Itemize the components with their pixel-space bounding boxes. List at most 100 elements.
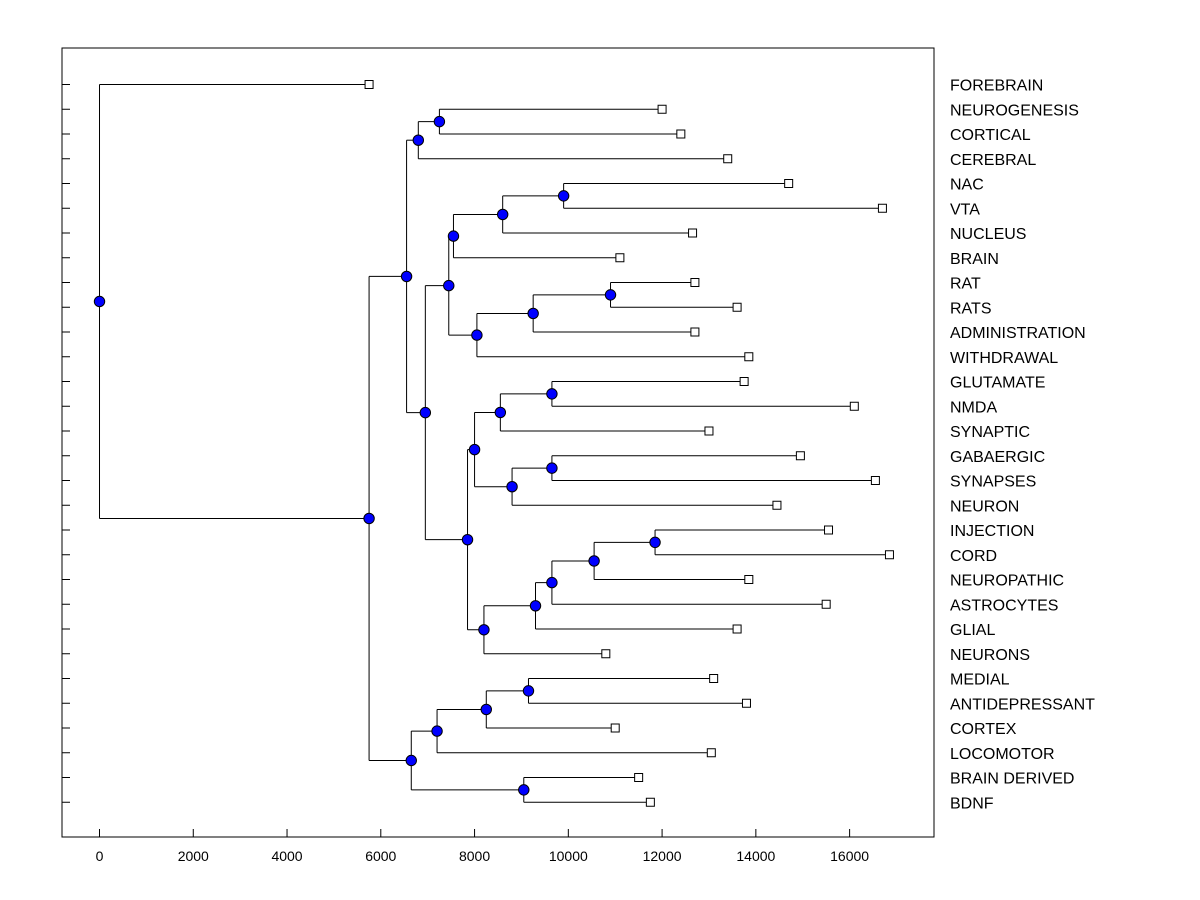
leaf-marker bbox=[690, 278, 700, 287]
merge-node bbox=[478, 624, 490, 636]
x-tick-label: 14000 bbox=[736, 848, 775, 864]
leaf-marker bbox=[849, 401, 859, 411]
merge-node bbox=[527, 307, 539, 320]
leaf-label: MEDIAL bbox=[950, 672, 1010, 689]
merge-node bbox=[518, 784, 530, 796]
merge-node bbox=[604, 289, 617, 301]
x-tick-label: 2000 bbox=[178, 848, 209, 864]
merge-node bbox=[419, 406, 432, 419]
x-tick-label: 16000 bbox=[830, 848, 869, 864]
leaf-marker bbox=[824, 525, 834, 535]
leaf-label: ANTIDEPRESSANT bbox=[950, 696, 1095, 713]
leaf-label: GLIAL bbox=[950, 622, 995, 639]
leaf-label: NUCLEUS bbox=[950, 226, 1026, 243]
leaf-label: RATS bbox=[950, 300, 991, 317]
leaf-marker bbox=[744, 575, 754, 584]
x-axis: 0 2000 4000 6000 8000 10000 12000 14000 16000 bbox=[96, 829, 869, 864]
x-tick-label: 6000 bbox=[365, 848, 396, 864]
leaf-marker bbox=[732, 624, 742, 634]
leaf-label: SYNAPTIC bbox=[950, 424, 1030, 441]
merge-node bbox=[522, 685, 535, 697]
plot-frame bbox=[61, 47, 935, 838]
merge-node bbox=[557, 190, 570, 202]
leaf-marker bbox=[784, 179, 794, 188]
leaf-marker bbox=[739, 377, 749, 386]
merge-node bbox=[447, 230, 460, 242]
leaf-label: INJECTION bbox=[950, 523, 1034, 540]
leaf-label: NAC bbox=[950, 177, 984, 194]
merge-node bbox=[588, 555, 600, 567]
leaf-marker bbox=[676, 129, 686, 139]
merge-node bbox=[443, 279, 455, 292]
leaf-marker bbox=[706, 748, 716, 758]
leaf-label: GLUTAMATE bbox=[950, 375, 1045, 392]
x-tick-label: 4000 bbox=[271, 848, 302, 864]
merge-node bbox=[405, 754, 417, 767]
leaf-label: RAT bbox=[950, 276, 981, 293]
leaf-label: CORTICAL bbox=[950, 127, 1031, 144]
leaf-marker bbox=[634, 773, 644, 782]
leaf-marker bbox=[744, 352, 754, 362]
leaf-label: NEUROPATHIC bbox=[950, 573, 1064, 590]
leaf-marker bbox=[884, 550, 894, 560]
leaf-label: NEUROGENESIS bbox=[950, 102, 1079, 119]
merge-node bbox=[496, 208, 509, 221]
leaf-label: CORTEX bbox=[950, 721, 1017, 738]
merge-node bbox=[480, 703, 492, 716]
leaf-marker bbox=[615, 253, 625, 263]
leaf-label: BRAIN DERIVED bbox=[950, 771, 1074, 788]
leaf-marker bbox=[690, 327, 700, 337]
merge-node bbox=[412, 134, 425, 146]
merge-node bbox=[529, 600, 542, 612]
leaf-marker bbox=[723, 154, 733, 164]
leaf-label: NEURON bbox=[950, 498, 1019, 515]
leaf-marker bbox=[877, 203, 887, 213]
leaf-label: ASTROCYTES bbox=[950, 597, 1058, 614]
merge-node bbox=[494, 406, 507, 419]
leaf-marker bbox=[821, 599, 831, 609]
leaf-marker bbox=[741, 698, 751, 708]
leaf-marker bbox=[704, 426, 714, 436]
leaf-label: GABAERGIC bbox=[950, 449, 1045, 466]
x-tick-label: 12000 bbox=[643, 848, 682, 864]
merge-node bbox=[546, 388, 558, 400]
leaf-label: FOREBRAIN bbox=[950, 78, 1043, 95]
leaf-label: CEREBRAL bbox=[950, 152, 1036, 169]
leaf-label: NEURONS bbox=[950, 647, 1030, 664]
leaf-label: BRAIN bbox=[950, 251, 999, 268]
leaf-marker bbox=[645, 797, 655, 807]
merge-nodes bbox=[93, 115, 661, 796]
leaf-marker bbox=[601, 649, 611, 659]
merge-node bbox=[546, 576, 558, 589]
leaf-marker bbox=[795, 451, 805, 461]
x-tick-label: 8000 bbox=[459, 848, 490, 864]
leaf-label: NMDA bbox=[950, 399, 997, 416]
merge-node bbox=[93, 295, 106, 308]
merge-node bbox=[471, 329, 483, 341]
merge-node bbox=[468, 443, 481, 456]
x-tick-label: 10000 bbox=[549, 848, 588, 864]
leaf-marker bbox=[610, 723, 620, 733]
leaf-label: WITHDRAWAL bbox=[950, 350, 1058, 367]
leaf-label: SYNAPSES bbox=[950, 474, 1036, 491]
leaf-marker bbox=[364, 80, 374, 89]
leaf-marker bbox=[688, 228, 698, 238]
merge-node bbox=[546, 462, 558, 474]
merge-node bbox=[400, 270, 413, 283]
y-axis-ticks bbox=[62, 84, 70, 803]
x-tick-label: 0 bbox=[96, 848, 104, 864]
leaf-marker bbox=[657, 104, 667, 114]
leaf-marker bbox=[709, 674, 719, 683]
leaf-label: CORD bbox=[950, 548, 997, 565]
merge-node bbox=[363, 512, 375, 525]
dendrogram-links bbox=[99, 84, 890, 803]
leaf-labels: FOREBRAIN NEUROGENESIS CORTICAL CEREBRAL NAC… bbox=[950, 78, 1095, 813]
leaf-label: BDNF bbox=[950, 795, 994, 812]
leaf-marker bbox=[732, 302, 742, 312]
leaf-marker bbox=[772, 500, 782, 510]
merge-node bbox=[649, 536, 661, 549]
merge-node bbox=[461, 533, 474, 546]
leaf-label: ADMINISTRATION bbox=[950, 325, 1086, 342]
leaf-markers bbox=[364, 80, 894, 807]
